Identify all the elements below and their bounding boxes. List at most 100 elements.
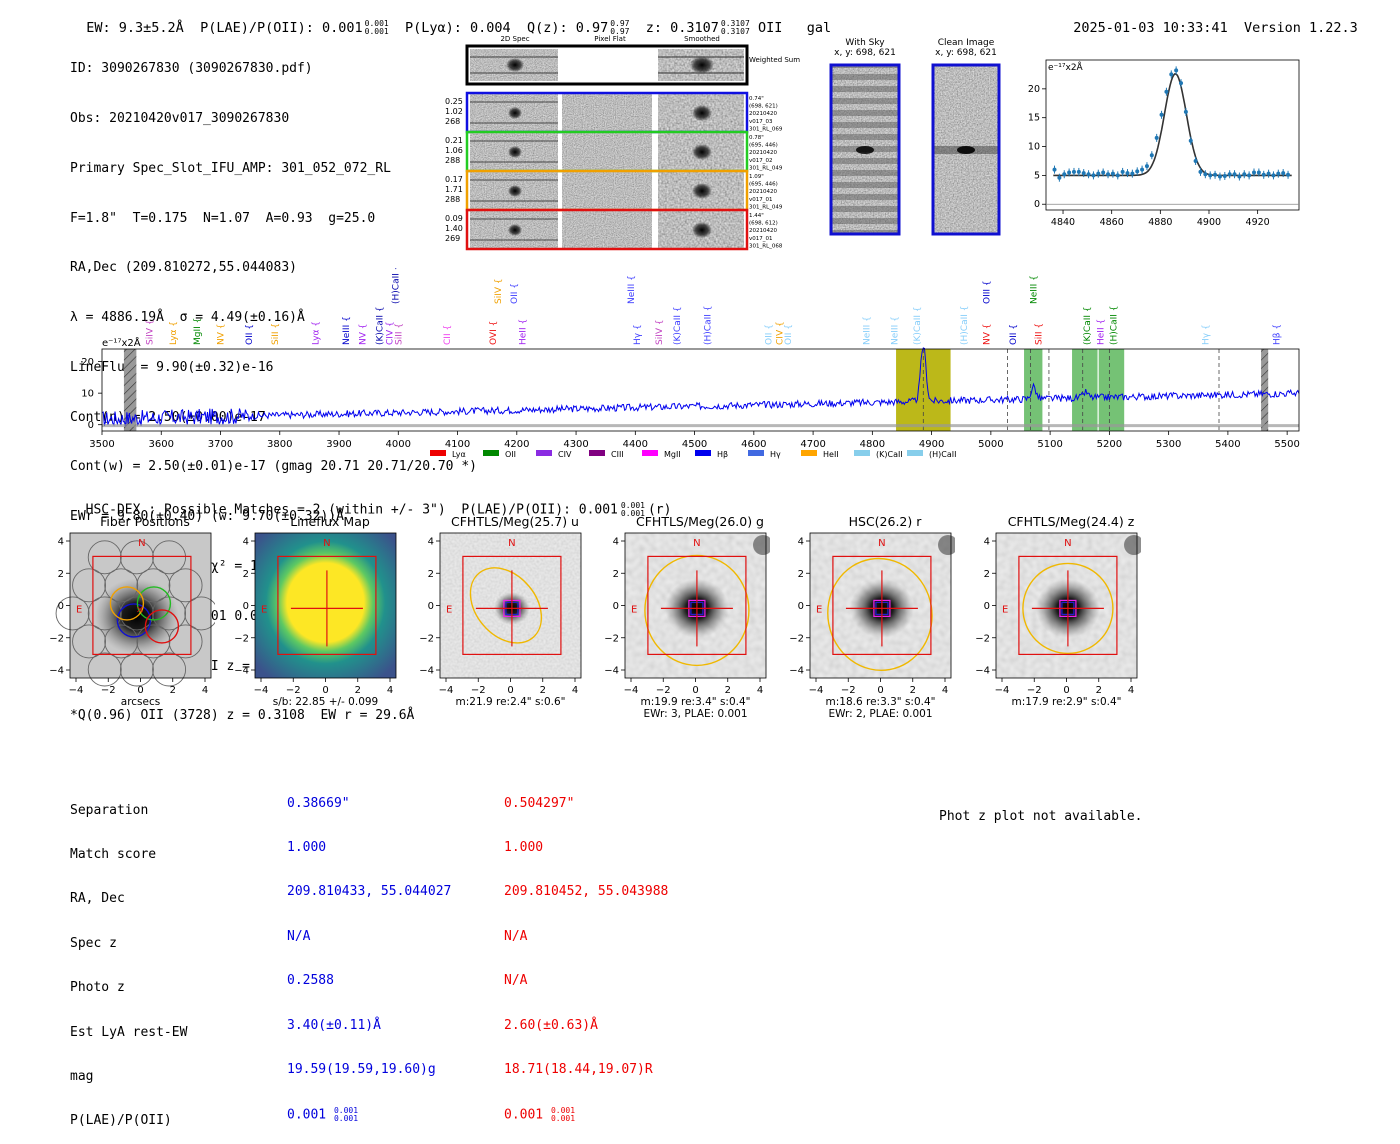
spectrum-line-label: SiII { xyxy=(1034,323,1044,345)
info-line: RA,Dec (209.810272,55.044083) xyxy=(70,260,297,276)
panel-xtick-label: 4 xyxy=(942,685,948,696)
spectrum-line-label: OII { xyxy=(765,324,775,345)
panel-xtick-label: 4 xyxy=(387,685,393,696)
cutout-left-label: 288 xyxy=(445,195,460,204)
info-line: LineFlux = 9.90(±0.32)e-16 xyxy=(70,359,274,375)
panel-title: CFHTLS/Meg(26.0) g xyxy=(636,514,764,529)
panel-ytick-label: 0 xyxy=(984,601,990,612)
spectra-cutouts: 2D Spec Pixel Flat Smoothed Weighted Sum… xyxy=(445,35,800,251)
legend-label: Hβ xyxy=(717,450,728,459)
match1-radec: 209.810433, 55.044027 xyxy=(287,884,452,900)
info-line: Cont(w) = 2.50(±0.01)e-17 (gmag 20.71 20… xyxy=(70,459,477,475)
panel-xtick-label: 2 xyxy=(355,685,361,696)
panel-xtick-label: 2 xyxy=(725,685,731,696)
hsc-dex-sub: 0.001 xyxy=(620,509,645,518)
zoom-data-point xyxy=(1286,172,1291,177)
fiber-circle xyxy=(104,568,139,603)
weighted-sum-row: Weighted Sum xyxy=(465,44,800,86)
spectrum-line-label: NV { xyxy=(983,324,993,345)
header-z-sup: 0.3107 xyxy=(720,19,750,28)
line-zoom-plot: e⁻¹⁷x2Å 4840 4860 4880 4900 4920 0 5 10 15 20 xyxy=(1028,59,1300,228)
zoom-data-point xyxy=(1271,173,1276,178)
zoom-data-point xyxy=(1106,172,1111,177)
panel-title: CFHTLS/Meg(25.7) u xyxy=(451,514,579,529)
spectrum-line-label: HeII { xyxy=(1097,319,1107,345)
zoom-data-point xyxy=(1227,172,1232,177)
spectrum-line-band xyxy=(896,349,951,431)
spectrum-line-label: (H)CaII { xyxy=(391,268,401,304)
spectrum-line-label: SiII { xyxy=(394,323,404,345)
panel-xtick-label: −2 xyxy=(471,685,486,696)
zoom-xtick-label: 4860 xyxy=(1100,217,1124,228)
spectrum-line-label: NeIII { xyxy=(1030,275,1040,304)
match-label-photoz: Photo z xyxy=(70,980,125,996)
zoom-data-point xyxy=(1213,172,1218,177)
panel-ytick-label: 0 xyxy=(428,601,434,612)
zoom-data-point xyxy=(1086,172,1091,177)
match2-mag: 18.71(18.44,19.07)R xyxy=(504,1061,653,1077)
spectrum-line-label: Hβ { xyxy=(1273,324,1283,345)
panel-ytick-label: 2 xyxy=(613,569,619,580)
panel-caption-2: EWr: 3, PLAE: 0.001 xyxy=(643,708,747,720)
spectrum-xtick-label: 5100 xyxy=(1037,439,1062,450)
zoom-data-point xyxy=(1091,173,1096,178)
panel-ytick-label: −4 xyxy=(234,666,249,677)
match1-lya-ew: 3.40(±0.11)Å xyxy=(287,1017,381,1033)
zoom-data-point xyxy=(1251,170,1256,175)
spectrum-xtick-label: 4800 xyxy=(860,439,885,450)
zoom-data-point xyxy=(1144,164,1149,169)
spectrum-xtick-label: 4200 xyxy=(504,439,529,450)
cutout-right-label: v017_02 xyxy=(749,158,773,164)
zoom-data-point xyxy=(1067,170,1072,175)
panel-ytick-label: −2 xyxy=(419,633,434,644)
panel-xtick-label: −4 xyxy=(809,685,824,696)
spectrum-line-label: HeII { xyxy=(519,319,529,345)
panel-ytick-label: −4 xyxy=(419,666,434,677)
spectrum-xtick-label: 5000 xyxy=(978,439,1003,450)
zoom-data-point xyxy=(1052,167,1057,172)
zoom-model-fit xyxy=(1053,73,1292,177)
zoom-data-point xyxy=(1237,174,1242,179)
panel-xtick-label: 0 xyxy=(322,685,328,696)
panel-xtick-label: 2 xyxy=(540,685,546,696)
panel-xtick-label: −4 xyxy=(439,685,454,696)
zoom-data-point xyxy=(1076,169,1081,174)
match-label-lya-ew: Est LyA rest-EW xyxy=(70,1024,188,1040)
spectrum-line-label: SiIV { xyxy=(494,278,504,304)
match2-plae-sub: 0.001 xyxy=(550,1114,576,1124)
legend-swatch xyxy=(854,450,870,456)
header-line: OII xyxy=(757,20,783,36)
cutout-right-label: 301_RL_068 xyxy=(749,243,783,249)
with-sky-coords: x, y: 698, 621 xyxy=(834,48,896,58)
legend-label: MgII xyxy=(664,450,681,459)
zoom-data-point xyxy=(1159,112,1164,117)
header-plya: P(Lyα): 0.004 xyxy=(405,20,511,36)
spectrum-line-label: (K)CaII { xyxy=(1083,306,1093,345)
panel-ytick-label: 2 xyxy=(984,569,990,580)
clean-image-coords: x, y: 698, 621 xyxy=(935,48,997,58)
clean-image xyxy=(931,63,1001,236)
spectrum-line-label: NV { xyxy=(359,324,369,345)
panel-image-z: N E −4 −4 −2 −2 0 0 2 2 4 4 m:17.9 re:2.9" s:0.4" xyxy=(975,532,1141,708)
spectrum-line-band xyxy=(1072,349,1098,431)
spectrum-ytick-label: 20 xyxy=(81,357,94,368)
aperture-box xyxy=(277,555,377,655)
panel-image-fibers: × N E −4 −4 −2 −2 0 0 2 2 4 4 arcsecs xyxy=(49,532,215,708)
spectrum-line-label: NV { xyxy=(217,324,227,345)
panel-image-g: N E −4 −4 −2 −2 0 0 2 2 4 4 m:19.9 re:3.4" s:0.4"EWr… xyxy=(604,532,770,720)
zoom-data-point xyxy=(1130,171,1135,176)
zoom-ytick-label: 20 xyxy=(1028,84,1040,95)
legend-label: (H)CaII xyxy=(929,450,956,459)
zoom-data-point xyxy=(1217,174,1222,179)
panel-ytick-label: −4 xyxy=(604,666,619,677)
aperture-ellipse xyxy=(469,567,543,644)
north-label: N xyxy=(138,538,145,549)
legend-swatch xyxy=(536,450,552,456)
panel-ytick-label: 0 xyxy=(798,601,804,612)
panel-image-flux: N E −4 −4 −2 −2 0 0 2 2 4 4 s/b: 22.85 +/- 0.099 xyxy=(234,532,397,708)
panel-ytick-label: 2 xyxy=(243,569,249,580)
zoom-data-point xyxy=(1266,171,1271,176)
panel-ytick-label: −2 xyxy=(975,633,990,644)
fiber-highlight xyxy=(144,609,180,644)
